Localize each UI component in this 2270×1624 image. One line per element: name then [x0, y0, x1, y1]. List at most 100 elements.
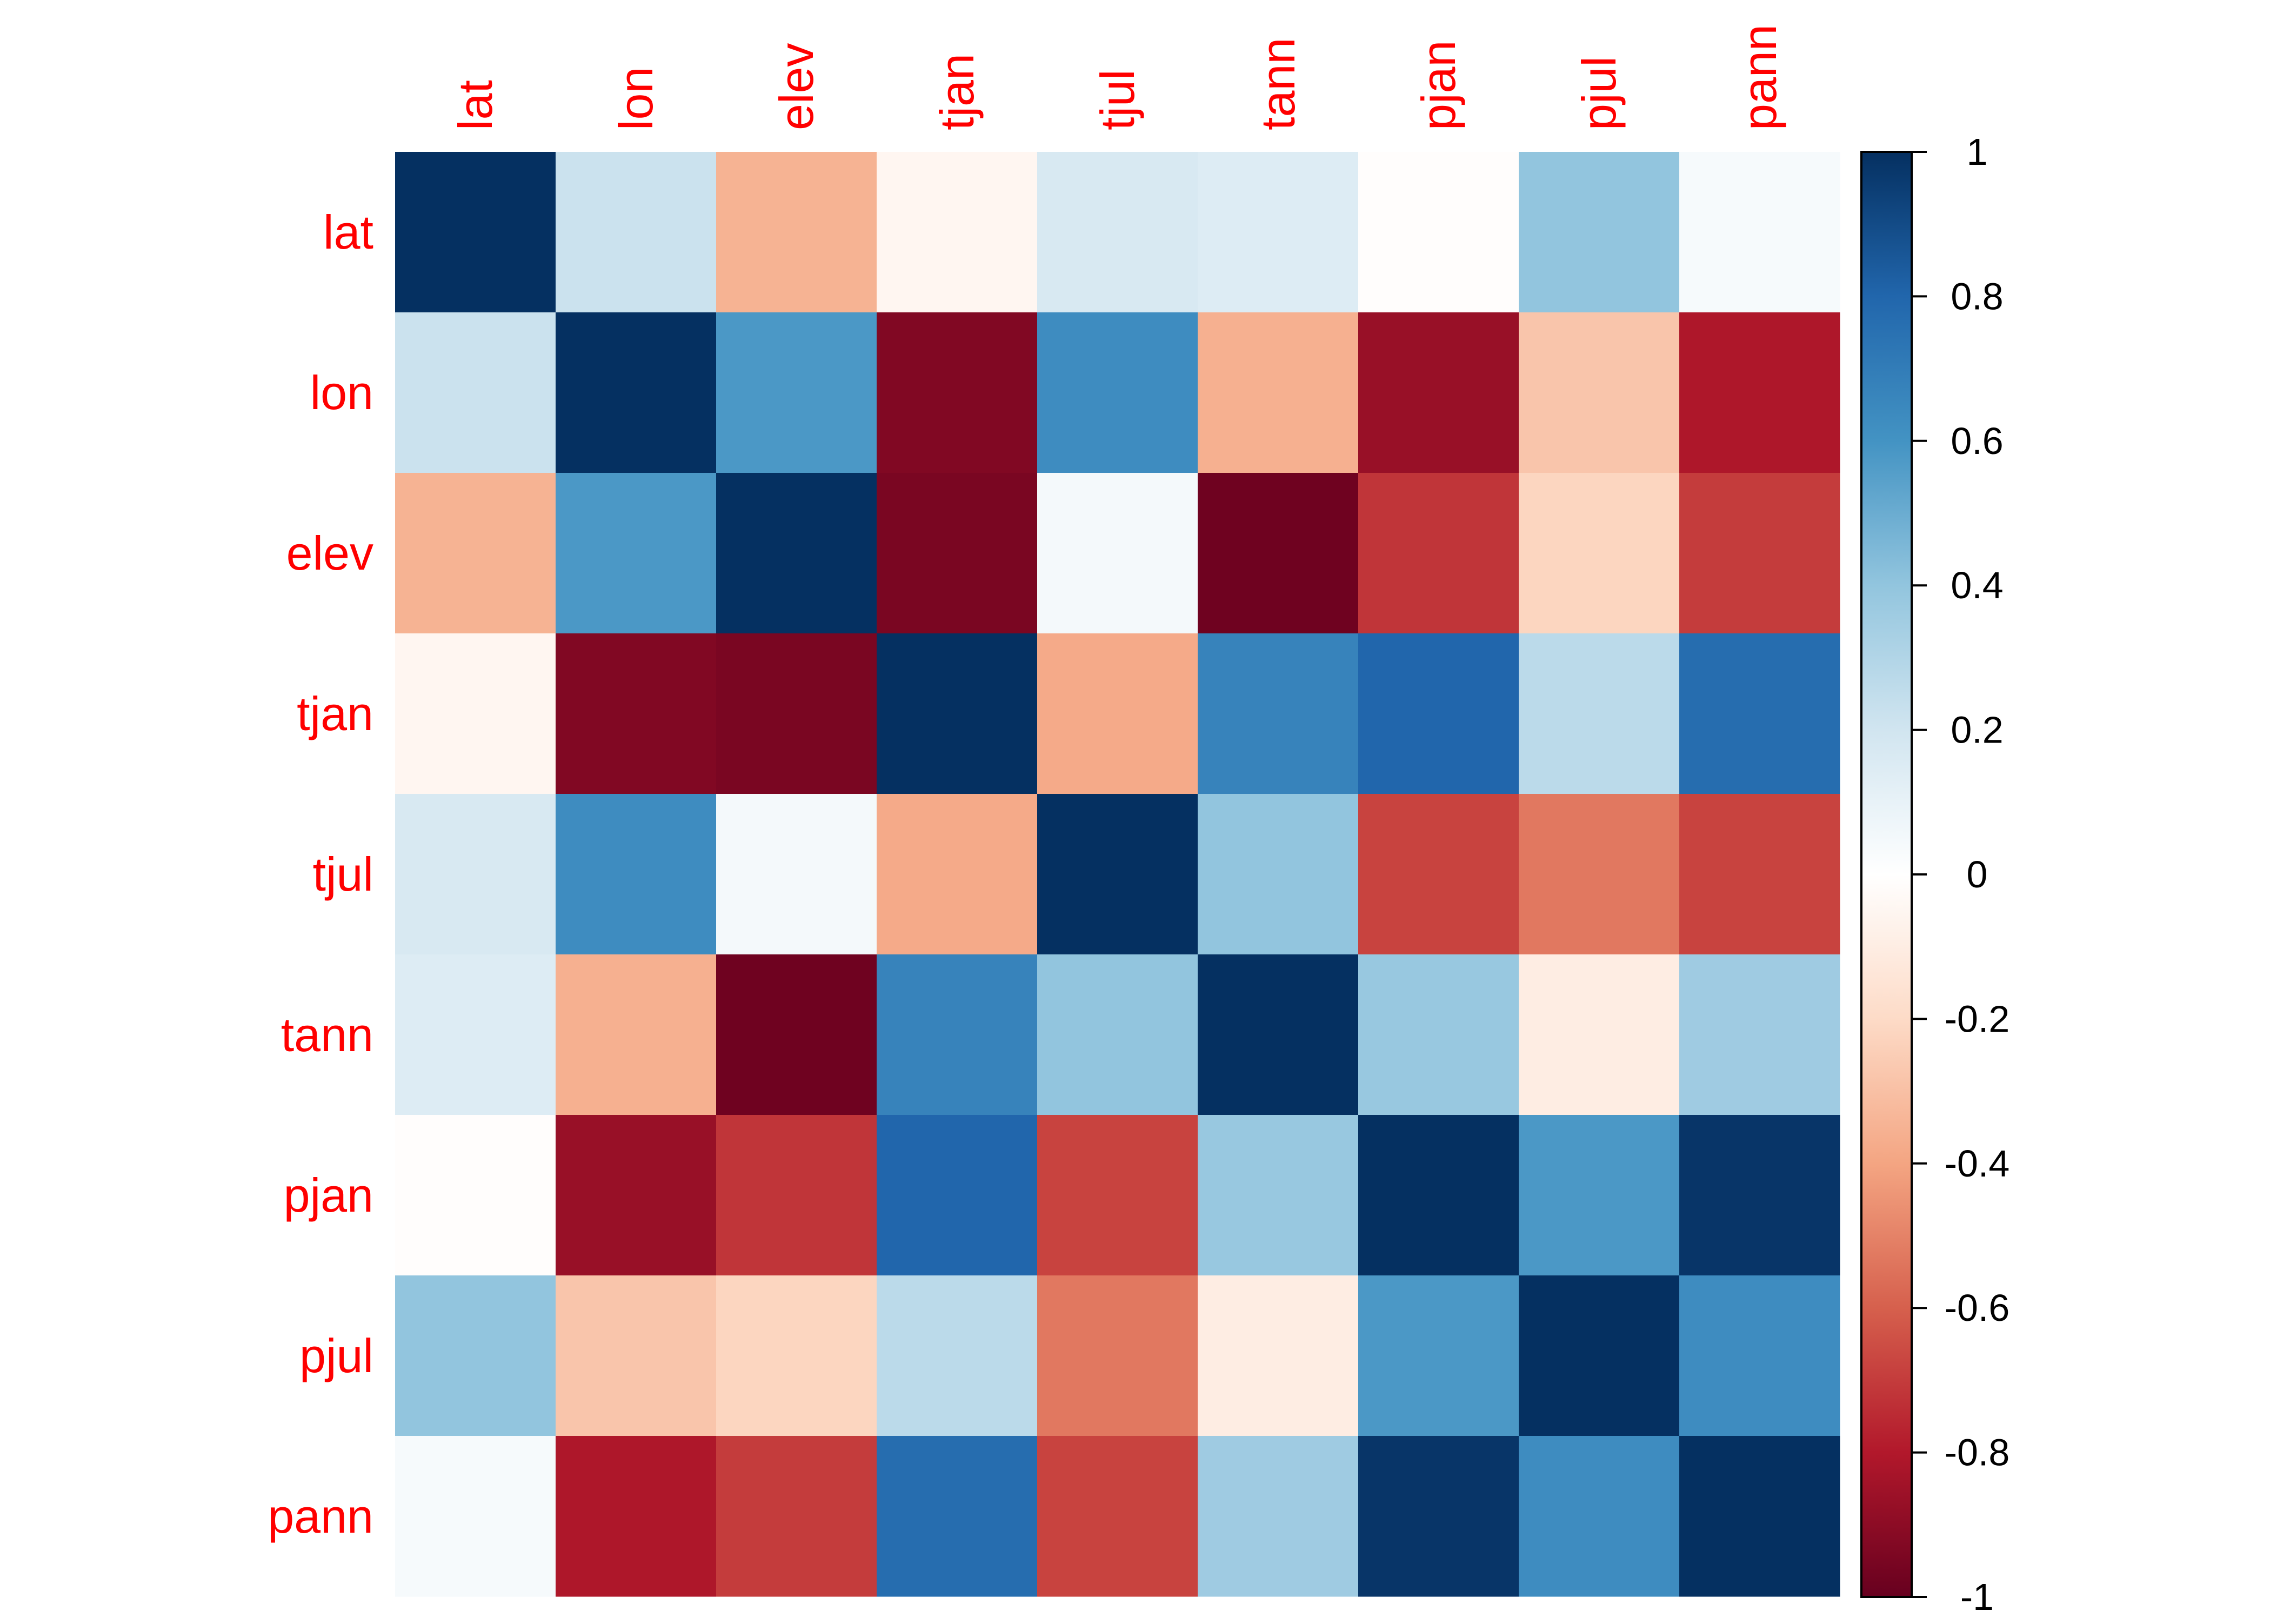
colorbar-tick-label: 0.8: [1951, 275, 2003, 317]
colorbar-tick-label: 0: [1967, 853, 1988, 895]
column-label-elev: elev: [770, 43, 823, 130]
heatmap-cell-tann-lat: [395, 954, 556, 1115]
colorbar-tick-label: 0.2: [1951, 709, 2003, 751]
colorbar-tick-label: 0.4: [1951, 564, 2003, 606]
heatmap-cell-tjan-pjul: [1519, 633, 1680, 794]
heatmap-cell-tjul-pjul: [1519, 794, 1680, 955]
colorbar-tick-label: -1: [1960, 1576, 1994, 1618]
heatmap-cell-pjan-tjul: [1037, 1115, 1198, 1276]
row-label-tjan: tjan: [297, 687, 373, 740]
heatmap-cell-lat-elev: [716, 152, 877, 313]
heatmap-cell-pjan-pjul: [1519, 1115, 1680, 1276]
column-label-tjul: tjul: [1091, 70, 1144, 131]
heatmap-cell-tjul-pann: [1679, 794, 1840, 955]
heatmap-cell-pjul-tjan: [877, 1275, 1038, 1436]
heatmap-cell-tann-lon: [556, 954, 717, 1115]
heatmap-cell-pjan-elev: [716, 1115, 877, 1276]
heatmap-cell-pann-tjan: [877, 1436, 1038, 1597]
heatmap-cell-lat-tjul: [1037, 152, 1198, 313]
heatmap-cell-tjul-tjan: [877, 794, 1038, 955]
heatmap-cell-pann-tjul: [1037, 1436, 1198, 1597]
heatmap-cell-pjul-pjan: [1358, 1275, 1519, 1436]
heatmap-cell-elev-pjan: [1358, 473, 1519, 634]
colorbar-tick-label: -0.4: [1945, 1142, 2010, 1185]
heatmap-cell-tjan-tann: [1198, 633, 1359, 794]
heatmap-cell-lon-elev: [716, 312, 877, 473]
heatmap-cell-tjul-tann: [1198, 794, 1359, 955]
column-label-lon: lon: [609, 67, 663, 130]
heatmap-cell-pjul-tjul: [1037, 1275, 1198, 1436]
colorbar-tick-label: 0.6: [1951, 420, 2003, 462]
heatmap-cell-pjan-tjan: [877, 1115, 1038, 1276]
heatmap-cell-pjan-tann: [1198, 1115, 1359, 1276]
heatmap-cell-lon-pjan: [1358, 312, 1519, 473]
heatmap-cell-lat-tjan: [877, 152, 1038, 313]
heatmap-cell-lon-tann: [1198, 312, 1359, 473]
heatmap-cell-lat-pann: [1679, 152, 1840, 313]
heatmap-cell-lon-tjan: [877, 312, 1038, 473]
heatmap-cell-pann-lon: [556, 1436, 717, 1597]
colorbar-tick-label: -0.6: [1945, 1287, 2010, 1329]
row-labels: lat lon elev tjan tjul tann pjan pjul pann: [268, 205, 373, 1543]
heatmap-cell-elev-lat: [395, 473, 556, 634]
column-label-pjan: pjan: [1412, 41, 1465, 130]
column-label-tjan: tjan: [930, 54, 984, 130]
column-label-lat: lat: [449, 80, 502, 130]
column-labels: lat lon elev tjan tjul tann pjan pjul pann: [449, 24, 1786, 130]
heatmap-cell-pjul-pann: [1679, 1275, 1840, 1436]
heatmap-cell-tann-elev: [716, 954, 877, 1115]
heatmap-cell-tjan-lon: [556, 633, 717, 794]
colorbar-ticks: 1 0.8 0.6 0.4 0.2 0 -0.2 -0.4 -0.6 -0.8 -1: [1912, 131, 2009, 1618]
heatmap-cell-lon-lon: [556, 312, 717, 473]
heatmap-cell-pjan-lat: [395, 1115, 556, 1276]
heatmap-cell-elev-tjan: [877, 473, 1038, 634]
heatmap-cell-tann-tjul: [1037, 954, 1198, 1115]
heatmap-cell-pjul-pjul: [1519, 1275, 1680, 1436]
heatmap-cell-tann-tjan: [877, 954, 1038, 1115]
colorbar-gradient: [1860, 151, 1913, 1598]
row-label-pjul: pjul: [299, 1329, 373, 1382]
heatmap-cells: [395, 152, 1840, 1597]
heatmap-cell-pann-elev: [716, 1436, 877, 1597]
heatmap-cell-tann-tann: [1198, 954, 1359, 1115]
row-label-tann: tann: [281, 1008, 373, 1061]
colorbar-tick-label: -0.2: [1945, 998, 2010, 1040]
row-label-lon: lon: [310, 366, 373, 419]
heatmap-cell-elev-tann: [1198, 473, 1359, 634]
colorbar-tick-label: -0.8: [1945, 1432, 2010, 1474]
heatmap-cell-pjul-tann: [1198, 1275, 1359, 1436]
heatmap-cell-elev-tjul: [1037, 473, 1198, 634]
heatmap-cell-elev-pjul: [1519, 473, 1680, 634]
heatmap-cell-tjul-elev: [716, 794, 877, 955]
heatmap-cell-tann-pjul: [1519, 954, 1680, 1115]
row-label-pann: pann: [268, 1489, 373, 1543]
heatmap-cell-pjan-pann: [1679, 1115, 1840, 1276]
heatmap-cell-lat-lat: [395, 152, 556, 313]
heatmap-cell-lat-lon: [556, 152, 717, 313]
heatmap-cell-pjul-lat: [395, 1275, 556, 1436]
heatmap-cell-tjul-lat: [395, 794, 556, 955]
heatmap-cell-lat-tann: [1198, 152, 1359, 313]
heatmap-cell-tjan-elev: [716, 633, 877, 794]
column-label-pjul: pjul: [1572, 56, 1626, 130]
row-label-pjan: pjan: [284, 1168, 373, 1222]
row-label-elev: elev: [286, 526, 373, 580]
colorbar-tick-label: 1: [1967, 131, 1988, 173]
heatmap-cell-pjul-lon: [556, 1275, 717, 1436]
column-label-tann: tann: [1251, 38, 1305, 130]
heatmap-cell-tjan-pann: [1679, 633, 1840, 794]
column-label-pann: pann: [1733, 24, 1786, 130]
heatmap-cell-pann-pjan: [1358, 1436, 1519, 1597]
heatmap-cell-tann-pjan: [1358, 954, 1519, 1115]
heatmap-cell-elev-lon: [556, 473, 717, 634]
heatmap-cell-pjul-elev: [716, 1275, 877, 1436]
colorbar: 1 0.8 0.6 0.4 0.2 0 -0.2 -0.4 -0.6 -0.8 -1: [1860, 131, 2009, 1618]
heatmap-cell-tjan-lat: [395, 633, 556, 794]
heatmap-cell-pann-lat: [395, 1436, 556, 1597]
heatmap-cell-pjan-lon: [556, 1115, 717, 1276]
heatmap-cell-lat-pjan: [1358, 152, 1519, 313]
heatmap-cell-pann-pjul: [1519, 1436, 1680, 1597]
heatmap-cell-pann-pann: [1679, 1436, 1840, 1597]
heatmap-cell-tjul-tjul: [1037, 794, 1198, 955]
